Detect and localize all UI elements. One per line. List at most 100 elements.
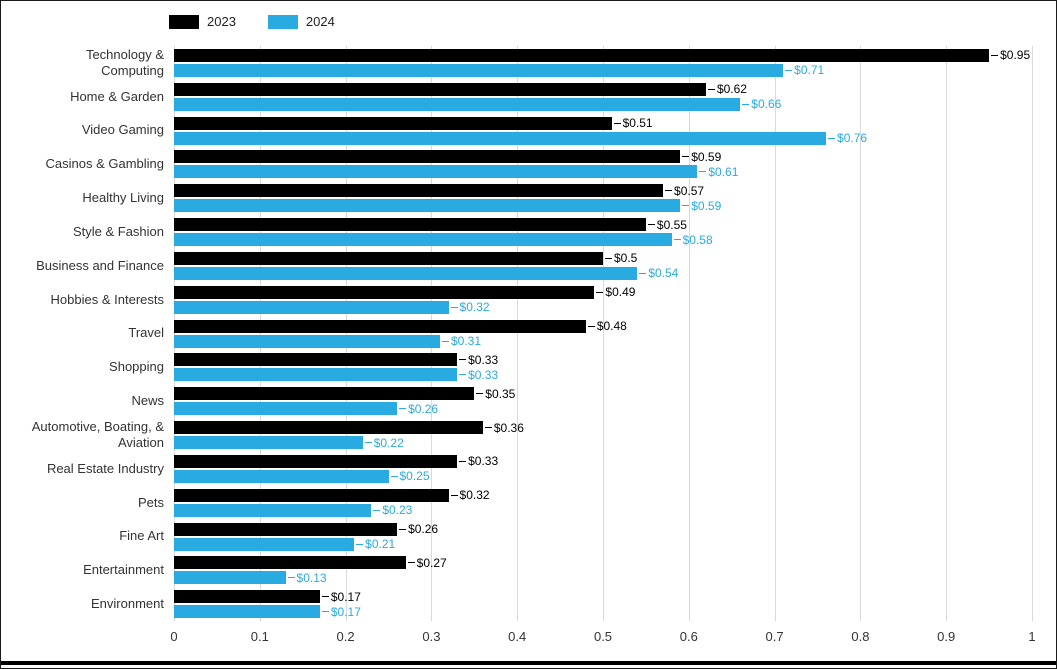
bar-value-label: $0.32 (459, 300, 490, 315)
bar-2024 (174, 266, 638, 280)
bar-value-label: $0.95 (1000, 48, 1031, 63)
bar-value: $0.26 (399, 401, 439, 416)
bar-2024 (174, 402, 398, 416)
bar-2023 (174, 82, 706, 96)
bar-value: $0.33 (459, 368, 498, 382)
x-axis-tick-label: 0.3 (422, 629, 441, 644)
bar-group: $0.48 $0.31 (174, 317, 1032, 351)
bar-2023 (174, 184, 664, 198)
label-leader-line (785, 69, 793, 71)
label-leader-line (991, 54, 999, 56)
category-label: Home & Garden (70, 88, 164, 104)
bar-value: $0.13 (287, 571, 327, 585)
bar-value-label: $0.21 (365, 537, 396, 551)
bar-value-label: $0.33 (468, 352, 499, 367)
bar-group: $0.49 $0.32 (174, 283, 1032, 317)
bar-value: $0.54 (639, 266, 679, 281)
label-leader-line (390, 475, 398, 477)
bar-track: $0.48 (174, 319, 1032, 333)
bar-2023 (174, 48, 990, 62)
label-leader-line (364, 442, 372, 444)
bar-value: $0.55 (647, 218, 687, 232)
label-leader-line (450, 494, 458, 496)
label-leader-line (596, 291, 604, 293)
gridline (1032, 46, 1033, 621)
bar-track: $0.35 (174, 387, 1032, 401)
bar-value: $0.22 (364, 436, 404, 450)
bar-value-label: $0.25 (399, 469, 430, 484)
gridline (431, 46, 433, 621)
bar-value-label: $0.27 (416, 555, 447, 570)
bar-2024 (174, 571, 286, 585)
category-row: Hobbies & Interests $0.49 $0.32 (1, 283, 1032, 317)
bar-group: $0.55 $0.58 (174, 215, 1032, 249)
label-leader-line (707, 88, 715, 90)
bar-2023 (174, 590, 320, 604)
bar-value: $0.95 (991, 48, 1031, 63)
label-leader-line (742, 103, 750, 105)
bar-value-label: $0.59 (691, 149, 722, 164)
category-row: Healthy Living $0.57 $0.59 (1, 181, 1032, 215)
plot-area: Technology & Computing $0.95 $0.71 Home & G… (1, 46, 1032, 621)
bar-group: $0.33 $0.25 (174, 452, 1032, 486)
category-label: Real Estate Industry (46, 460, 164, 476)
bar-2024 (174, 300, 449, 314)
bar-value-label: $0.61 (708, 164, 739, 179)
label-leader-line (699, 171, 707, 173)
gridline (860, 46, 862, 621)
label-leader-line (450, 306, 458, 308)
category-label: Automotive, Boating, & Aviation (31, 418, 164, 451)
bar-track: $0.51 (174, 116, 1032, 131)
category-row: Pets $0.32 $0.23 (1, 486, 1032, 520)
bar-group: $0.5 $0.54 (174, 249, 1032, 283)
category-row: Entertainment $0.27 $0.13 (1, 553, 1032, 587)
x-axis-tick-label: 0.7 (765, 629, 784, 644)
bar-2024 (174, 436, 363, 450)
bar-track: $0.36 (174, 420, 1032, 435)
bar-2024 (174, 368, 458, 382)
category-row: Fine Art $0.26 $0.21 (1, 520, 1032, 554)
bar-2023 (174, 454, 458, 468)
bar-track: $0.95 (174, 48, 1032, 63)
bar-2024 (174, 334, 440, 348)
bar-value-label: $0.36 (493, 420, 524, 435)
bar-value-label: $0.66 (751, 97, 782, 112)
gridline (603, 46, 604, 621)
bar-track: $0.22 (174, 436, 1032, 450)
category-label: Healthy Living (82, 190, 164, 206)
bar-value: $0.31 (441, 334, 481, 348)
category-label: Environment (91, 596, 164, 612)
category-row: Real Estate Industry $0.33 $0.25 (1, 452, 1032, 486)
bar-value: $0.66 (742, 97, 782, 112)
bar-value-label: $0.51 (622, 116, 653, 131)
x-axis-tick-label: 0 (170, 629, 178, 644)
bar-value: $0.71 (785, 63, 825, 78)
x-axis-tick-label: 0.1 (250, 629, 269, 644)
category-label: Pets (137, 494, 164, 510)
bar-value: $0.59 (682, 199, 721, 213)
legend-item-2023: 2023 (169, 14, 236, 29)
category-label: Travel (128, 325, 164, 341)
bar-2024 (174, 199, 681, 213)
bar-2023 (174, 285, 595, 299)
bar-value-label: $0.26 (408, 401, 439, 416)
label-leader-line (673, 239, 681, 241)
bar-value-label: $0.26 (408, 522, 439, 536)
bar-group: $0.57 $0.59 (174, 181, 1032, 215)
bar-value-label: $0.33 (468, 454, 499, 469)
category-row: Video Gaming $0.51 $0.76 (1, 114, 1032, 148)
label-leader-line (613, 122, 621, 124)
bar-track: $0.27 (174, 555, 1032, 570)
bar-value: $0.62 (707, 82, 747, 96)
label-leader-line (682, 156, 690, 158)
legend-swatch-2023 (169, 14, 199, 29)
bar-value-label: $0.71 (794, 63, 825, 78)
x-axis-tick-label: 1 (1028, 629, 1036, 644)
bar-2023 (174, 218, 646, 232)
label-leader-line (321, 596, 329, 598)
gridline (774, 46, 776, 621)
gridline (517, 46, 519, 621)
bar-value: $0.35 (476, 387, 515, 401)
bar-value-label: $0.54 (648, 266, 679, 281)
